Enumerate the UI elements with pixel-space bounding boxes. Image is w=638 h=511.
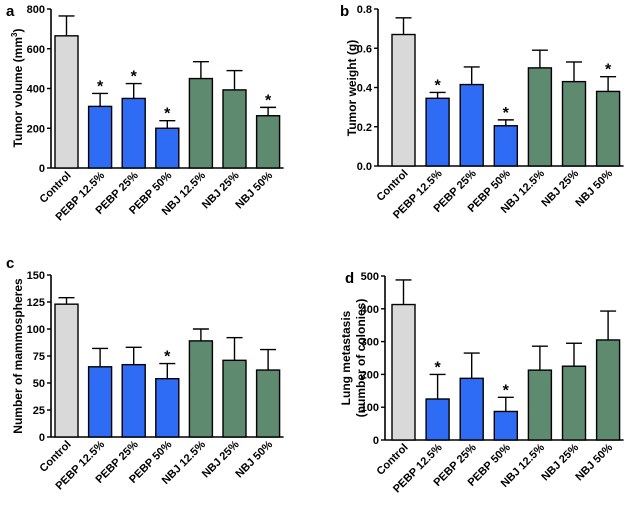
- bar: [121, 97, 146, 169]
- y-tick-label: 75: [33, 351, 45, 363]
- y-axis-label-text: Tumor volume (mm3): [10, 29, 25, 148]
- y-axis-label: Lung metastasis (number of colonies): [339, 299, 368, 418]
- y-axis-label-end: ): [11, 29, 25, 33]
- significance-star: *: [97, 78, 104, 95]
- x-tick-label: NBJ 50%: [573, 441, 615, 483]
- significance-star: *: [434, 359, 441, 376]
- y-axis-label: Tumor weight (g): [345, 40, 359, 136]
- bar: [255, 115, 281, 169]
- y-tick-label: 0.8: [357, 4, 372, 16]
- y-tick-label: 0: [39, 163, 45, 175]
- y-axis-label-sup: 3: [10, 32, 19, 37]
- bar: [155, 127, 180, 169]
- y-axis-label: Tumor volume (mm3): [10, 29, 25, 148]
- panel-letter: c: [6, 255, 14, 272]
- bar: [459, 83, 484, 167]
- y-axis-label-text: Number of mammospheres: [11, 278, 25, 434]
- y-tick-label: 400: [27, 84, 45, 96]
- significance-star: *: [503, 105, 510, 122]
- significance-star: *: [434, 77, 441, 94]
- bar: [87, 366, 113, 438]
- bar: [87, 105, 113, 169]
- y-tick-label: 400: [361, 304, 379, 316]
- significance-star: *: [164, 106, 171, 123]
- y-tick-label: 0.6: [357, 43, 372, 55]
- y-tick-label: 800: [27, 4, 45, 16]
- bar: [527, 67, 553, 167]
- bar: [54, 35, 79, 169]
- panel-d: d Lung metastasis (number of colonies) 0 100…: [339, 270, 624, 495]
- y-tick-label: 0.4: [357, 83, 373, 95]
- y-tick-label: 600: [27, 44, 45, 56]
- y-axis-label-main: Tumor volume (mm: [11, 37, 25, 147]
- bar: [527, 369, 553, 441]
- y-tick-label: 25: [33, 405, 45, 417]
- bar: [255, 369, 281, 438]
- significance-star: *: [503, 382, 510, 399]
- x-tick-label: NBJ 50%: [233, 169, 275, 211]
- significance-star: *: [164, 349, 171, 366]
- y-tick-label: 0: [39, 432, 45, 444]
- significance-star: *: [605, 62, 612, 79]
- bar: [425, 97, 450, 167]
- y-tick-label: 300: [361, 337, 379, 349]
- y-tick-label: 100: [361, 402, 379, 414]
- bar: [121, 363, 146, 438]
- y-tick-label: 125: [27, 297, 45, 309]
- y-tick-label: 0.2: [357, 122, 372, 134]
- y-tick-label: 150: [27, 270, 45, 282]
- y-tick-label: 0: [373, 435, 379, 447]
- bar: [561, 80, 587, 167]
- y-tick-label: 50: [33, 378, 45, 390]
- bar: [391, 33, 416, 167]
- y-tick-label: 200: [361, 369, 379, 381]
- bar: [222, 359, 247, 438]
- panel-letter: d: [345, 270, 354, 287]
- y-axis-label-text: Tumor weight (g): [345, 40, 359, 136]
- x-tick-label: NBJ 50%: [233, 438, 275, 480]
- bar: [391, 303, 416, 441]
- significance-star: *: [131, 69, 138, 86]
- bar: [595, 90, 621, 167]
- y-axis-label: Number of mammospheres: [11, 278, 25, 434]
- bar: [561, 365, 587, 441]
- bar: [155, 377, 180, 438]
- bar: [222, 89, 247, 169]
- panel-letter: b: [340, 3, 349, 20]
- panel-letter: a: [6, 3, 15, 20]
- bar: [493, 125, 518, 167]
- bar: [54, 303, 79, 438]
- y-axis-label-line1: Lung metastasis: [339, 310, 353, 405]
- x-tick-label: NBJ 50%: [573, 167, 615, 209]
- y-tick-label: 500: [361, 271, 379, 283]
- bar: [188, 340, 214, 438]
- bar: [188, 77, 214, 169]
- y-tick-label: 0.0: [357, 161, 372, 173]
- y-tick-label: 100: [27, 324, 45, 336]
- bar: [595, 339, 621, 441]
- significance-star: *: [265, 92, 272, 109]
- y-axis-label-line2: (number of colonies): [354, 299, 368, 418]
- y-tick-label: 200: [27, 123, 45, 135]
- bar: [425, 398, 450, 441]
- bar: [459, 377, 484, 441]
- bar: [493, 410, 518, 441]
